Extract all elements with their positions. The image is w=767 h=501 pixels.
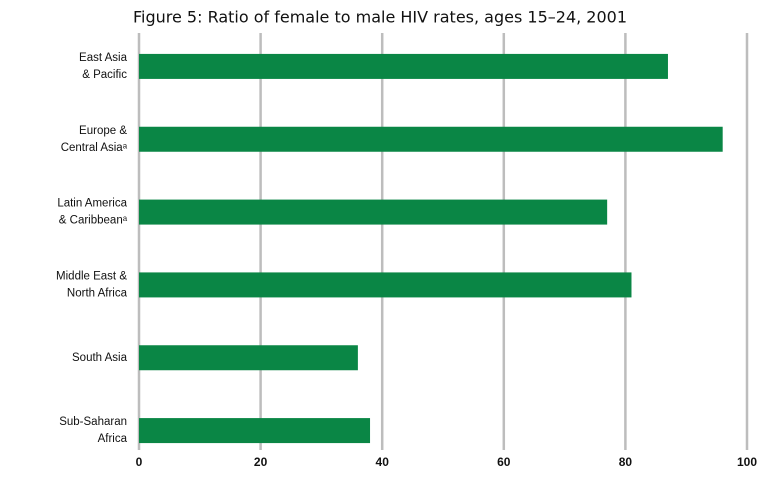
x-tick-label: 60 [497, 455, 511, 469]
x-tick-label: 40 [376, 455, 390, 469]
x-tick-label: 0 [136, 455, 143, 469]
bar [139, 126, 723, 152]
y-tick-label: East Asia & Pacific [79, 52, 128, 81]
y-tick-label: South Asia [72, 352, 128, 364]
x-tick-label: 20 [254, 455, 268, 469]
x-tick-label: 80 [619, 455, 633, 469]
bar [139, 53, 668, 79]
y-tick-label: Europe & Central Asiaᵃ [61, 125, 128, 154]
bar [139, 418, 371, 444]
chart-title: Figure 5: Ratio of female to male HIV ra… [133, 8, 627, 27]
bar [139, 199, 608, 225]
bar [139, 345, 358, 371]
x-tick-label: 100 [737, 455, 757, 469]
bar [139, 272, 632, 298]
y-tick-label: Sub-Saharan Africa [59, 416, 127, 445]
y-tick-label: Latin America & Caribbeanᵃ [57, 198, 127, 227]
y-tick-label: Middle East & North Africa [56, 270, 128, 299]
